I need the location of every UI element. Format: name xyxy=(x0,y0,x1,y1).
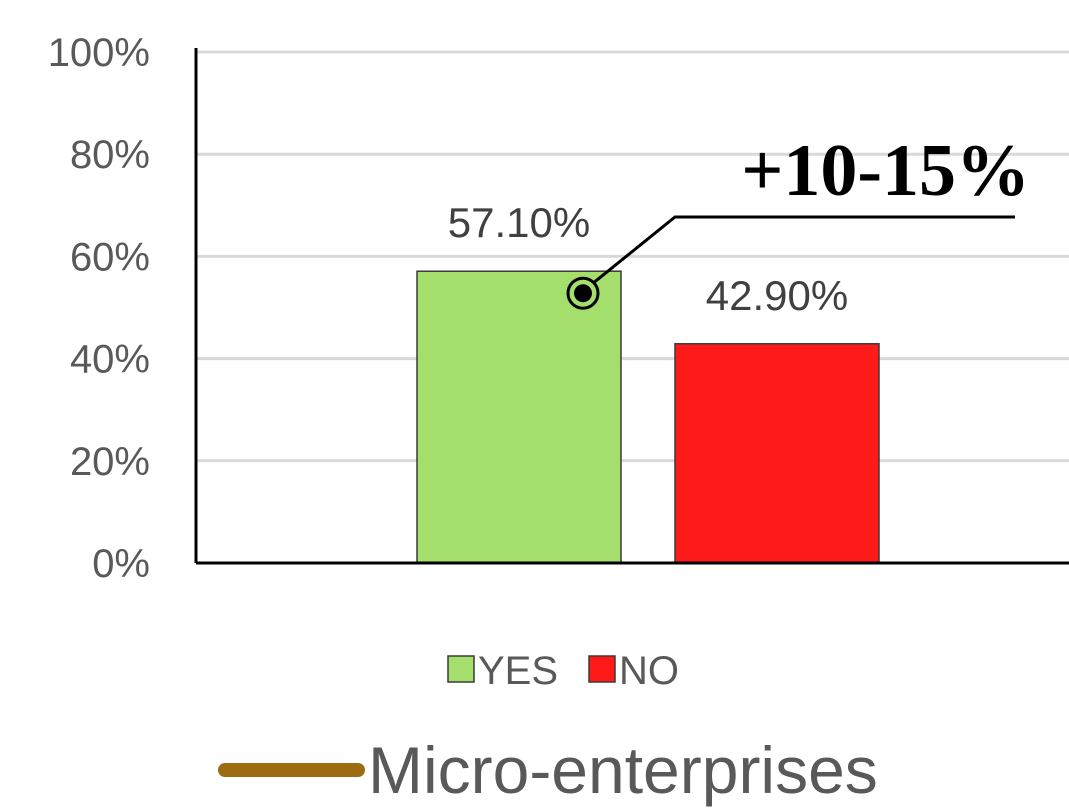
y-tick-label-0: 0% xyxy=(92,542,150,586)
y-tick-label-3: 60% xyxy=(70,235,150,279)
y-tick-label-5: 100% xyxy=(48,31,150,75)
legend-label-no: NO xyxy=(619,649,679,693)
caption-text: Micro-enterprises xyxy=(368,733,878,807)
y-tick-label-4: 80% xyxy=(70,133,150,177)
annotation-text: +10-15% xyxy=(741,130,1030,212)
annotation-target-dot xyxy=(574,284,592,303)
legend: YES NO xyxy=(447,649,679,693)
y-tick-label-1: 20% xyxy=(70,440,150,484)
bar-no xyxy=(674,343,880,564)
data-label-yes: 57.10% xyxy=(448,199,590,246)
legend-label-yes: YES xyxy=(478,649,558,693)
bar-yes xyxy=(416,270,622,564)
data-label-no: 42.90% xyxy=(706,272,848,319)
legend-swatch-no xyxy=(588,655,616,683)
data-labels: 57.10% 42.90% xyxy=(448,199,848,319)
gridlines xyxy=(196,50,1069,463)
annotation-leader-line xyxy=(592,215,1015,285)
caption: Micro-enterprises xyxy=(218,733,878,807)
bars xyxy=(416,270,880,564)
y-axis-ticks: 0% 20% 40% 60% 80% 100% xyxy=(48,31,150,586)
annotation: +10-15% xyxy=(566,130,1030,310)
y-tick-label-2: 40% xyxy=(70,338,150,382)
legend-swatch-yes xyxy=(447,655,475,683)
annotation-target-ring xyxy=(566,276,600,310)
